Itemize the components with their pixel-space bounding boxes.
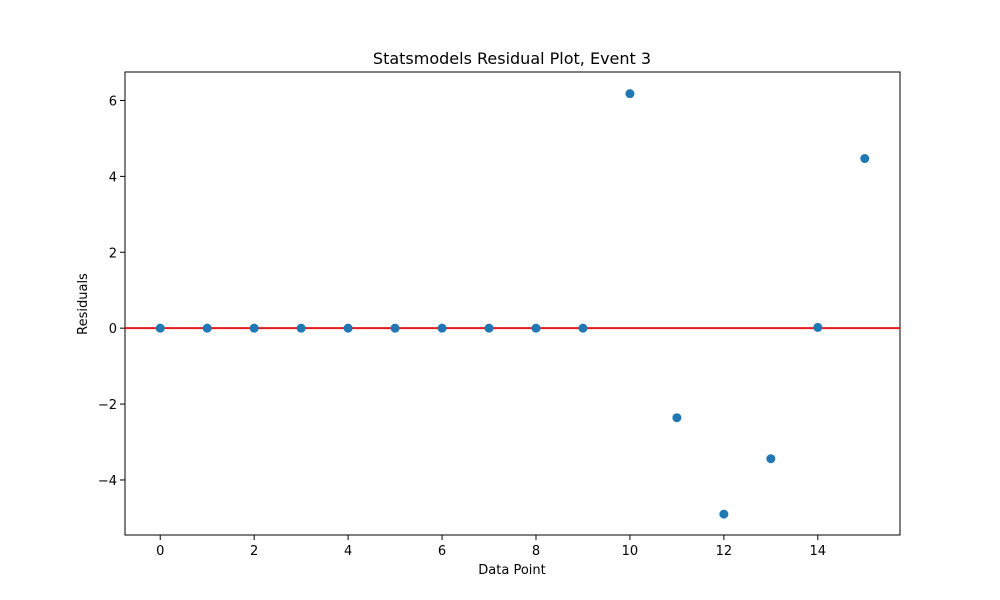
residual-point [531,323,541,333]
chart-title: Statsmodels Residual Plot, Event 3 [373,49,651,68]
y-tick-label: 4 [109,170,117,185]
x-tick-label: 12 [716,544,733,559]
residual-point [625,89,635,99]
residual-point [202,323,212,333]
residual-point [296,323,306,333]
residual-point [390,323,400,333]
y-tick-label: 0 [109,322,117,337]
residual-point [578,323,588,333]
x-tick-label: 2 [250,544,258,559]
x-tick-label: 10 [622,544,639,559]
residual-point [484,323,494,333]
plot-area: 0 2 4 6 8 10 12 14 −4 −2 0 2 4 6 [98,71,901,559]
residual-point [155,323,165,333]
x-tick-label: 4 [344,544,352,559]
residual-point [249,323,259,333]
y-tick-label: 6 [109,94,117,109]
x-tick-label: 6 [438,544,446,559]
y-tick-label: −4 [98,474,117,489]
x-axis-label: Data Point [478,563,545,578]
x-tick-label: 0 [156,544,164,559]
axes-frame [124,71,901,536]
residual-point [672,413,682,423]
y-tick-label: −2 [98,398,117,413]
x-tick-label: 14 [810,544,827,559]
residual-point [437,323,447,333]
residual-point [766,454,776,464]
residual-point [813,322,823,332]
y-tick-label: 2 [109,246,117,261]
residual-point [860,154,870,164]
residual-point [719,509,729,519]
residual-point [343,323,353,333]
x-tick-label: 8 [532,544,540,559]
y-axis-label: Residuals [76,273,91,335]
